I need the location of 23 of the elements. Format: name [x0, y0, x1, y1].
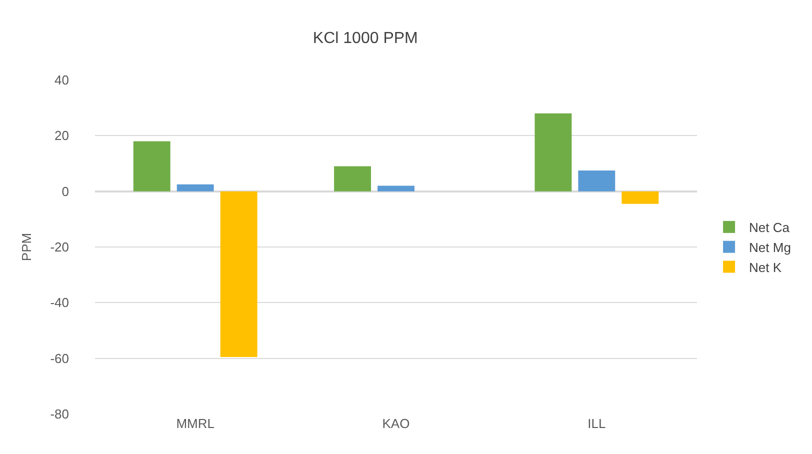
y-tick-label: -40 [50, 295, 69, 310]
y-tick-label: 20 [54, 128, 69, 144]
bar [220, 191, 258, 357]
y-axis-title: PPM [19, 232, 34, 262]
chart-title: KCl 1000 PPM [312, 30, 418, 47]
legend-label: Net Ca [749, 220, 790, 236]
bar [176, 184, 214, 192]
bar [334, 166, 371, 192]
x-tick-label: KAO [382, 416, 410, 431]
y-tick-label: -80 [50, 406, 69, 422]
y-tick-label: -20 [50, 240, 69, 255]
legend-label: Net Mg [749, 240, 791, 255]
x-tick-label: MMRL [176, 416, 214, 431]
x-tick-label: ILL [588, 416, 606, 431]
bar [133, 141, 170, 192]
y-tick-label: 40 [54, 72, 69, 88]
bar [378, 186, 414, 192]
bar [534, 113, 572, 192]
bar [578, 170, 616, 192]
y-tick-label: -60 [50, 350, 69, 366]
bar [622, 191, 659, 204]
y-tick-label: 0 [62, 184, 69, 199]
legend-label: Net K [749, 260, 782, 275]
